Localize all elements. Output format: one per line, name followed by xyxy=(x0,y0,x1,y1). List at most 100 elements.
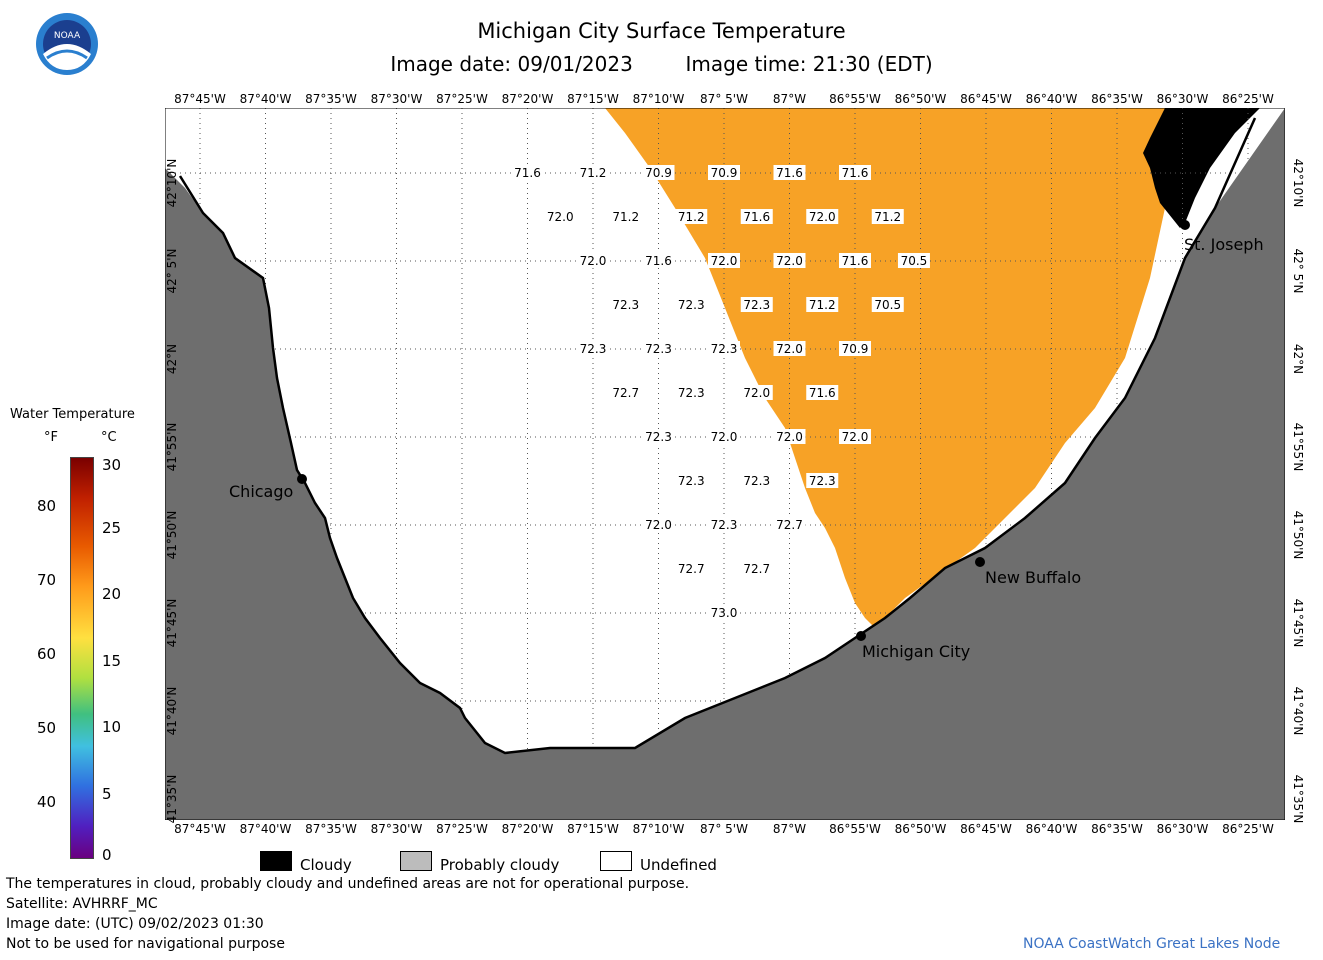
lon-label-top: 86°55'W xyxy=(829,92,881,106)
lat-label-right: 41°45'N xyxy=(1291,598,1305,648)
land-west xyxy=(165,108,1285,820)
svg-text:72.0: 72.0 xyxy=(645,518,672,532)
temperature-label: 72.0 xyxy=(708,253,740,268)
svg-text:72.0: 72.0 xyxy=(776,430,803,444)
lon-label-top: 87°45'W xyxy=(174,92,226,106)
colorbar-tick-c: 25 xyxy=(102,519,122,537)
svg-text:72.7: 72.7 xyxy=(678,562,705,576)
lon-label-top: 86°40'W xyxy=(1025,92,1078,106)
temperature-label: 72.3 xyxy=(675,473,708,488)
lon-label-bottom: 86°30'W xyxy=(1156,822,1209,836)
svg-text:70.9: 70.9 xyxy=(645,166,672,180)
lat-label-left: 42°N xyxy=(165,343,179,375)
svg-text:73.0: 73.0 xyxy=(711,606,738,620)
lon-label-top: 87°15'W xyxy=(567,92,619,106)
temperature-label: 72.7 xyxy=(675,561,708,576)
temperature-label: 72.3 xyxy=(740,297,773,312)
svg-text:72.3: 72.3 xyxy=(645,430,672,444)
colorbar-tick-c: 0 xyxy=(102,846,112,864)
temperature-label: 72.0 xyxy=(839,429,871,444)
svg-text:72.3: 72.3 xyxy=(678,298,705,312)
temperature-label: 73.0 xyxy=(708,605,740,620)
noaa-logo-text: NOAA xyxy=(54,31,81,41)
temperature-label: 72.3 xyxy=(642,429,675,444)
water-temperature-area xyxy=(605,108,1175,628)
svg-text:72.7: 72.7 xyxy=(776,518,803,532)
svg-text:71.2: 71.2 xyxy=(612,210,639,224)
lat-label-right: 41°35'N xyxy=(1291,774,1305,824)
lon-label-bottom: 86°35'W xyxy=(1091,822,1143,836)
footer-note: The temperatures in cloud, probably clou… xyxy=(6,876,690,892)
lat-label-left: 42° 5'N xyxy=(165,248,179,294)
temperature-label: 72.0 xyxy=(708,429,740,444)
temperature-label: 71.2 xyxy=(806,297,839,312)
svg-text:72.3: 72.3 xyxy=(711,518,738,532)
temperature-label: 70.5 xyxy=(871,297,904,312)
lat-label-right: 42°N xyxy=(1291,343,1305,375)
colorbar xyxy=(70,457,94,859)
lat-label-right: 41°40'N xyxy=(1291,686,1305,736)
temperature-label: 72.3 xyxy=(806,473,839,488)
temperature-label: 72.0 xyxy=(806,209,839,224)
svg-text:71.6: 71.6 xyxy=(514,166,541,180)
svg-text:72.0: 72.0 xyxy=(743,386,770,400)
svg-text:72.3: 72.3 xyxy=(809,474,836,488)
colorbar-unit-c: °C xyxy=(101,430,117,445)
lon-label-top: 87°35'W xyxy=(305,92,357,106)
svg-text:71.6: 71.6 xyxy=(842,254,869,268)
svg-text:71.2: 71.2 xyxy=(809,298,836,312)
temperature-labels: 71.6 71.2 70.9 70.9 71.6 71.6 72.0 71.2 71.2 71.6… xyxy=(511,165,930,620)
cloud-area xyxy=(1143,108,1260,228)
temperature-label: 72.3 xyxy=(708,341,740,356)
lon-label-top: 86°45'W xyxy=(960,92,1012,106)
lon-label-top: 87°30'W xyxy=(370,92,423,106)
svg-text:71.6: 71.6 xyxy=(842,166,869,180)
temperature-label: 72.3 xyxy=(708,517,740,532)
svg-text:71.2: 71.2 xyxy=(678,210,705,224)
city-label-chicago: Chicago xyxy=(229,482,294,501)
lon-label-bottom: 86°25'W xyxy=(1222,822,1274,836)
colorbar-tick-c: 5 xyxy=(102,785,112,803)
temperature-label: 72.0 xyxy=(642,517,675,532)
temperature-label: 72.0 xyxy=(773,253,806,268)
temperature-label: 72.7 xyxy=(609,385,642,400)
svg-text:72.7: 72.7 xyxy=(612,386,639,400)
lon-label-top: 86°30'W xyxy=(1156,92,1209,106)
svg-text:72.3: 72.3 xyxy=(678,386,705,400)
temperature-label: 72.0 xyxy=(740,385,773,400)
svg-text:71.6: 71.6 xyxy=(743,210,770,224)
temperature-label: 72.7 xyxy=(740,561,773,576)
lon-label-bottom: 87°15'W xyxy=(567,822,619,836)
svg-text:72.3: 72.3 xyxy=(711,342,738,356)
lon-label-bottom: 87°25'W xyxy=(436,822,488,836)
temperature-label: 72.3 xyxy=(740,473,773,488)
colorbar-tick-f: 60 xyxy=(37,645,57,663)
lon-label-top: 86°35'W xyxy=(1091,92,1143,106)
svg-text:72.3: 72.3 xyxy=(612,298,639,312)
temperature-label: 70.9 xyxy=(642,165,675,180)
city-label-new-buffalo: New Buffalo xyxy=(985,568,1082,587)
lat-label-right: 41°55'N xyxy=(1291,422,1305,472)
lon-label-top: 86°25'W xyxy=(1222,92,1274,106)
temperature-label: 71.6 xyxy=(511,165,544,180)
lon-label-bottom: 86°45'W xyxy=(960,822,1012,836)
temperature-label: 72.3 xyxy=(642,341,675,356)
city-label-michigan-city: Michigan City xyxy=(862,642,971,661)
svg-text:72.3: 72.3 xyxy=(645,342,672,356)
colorbar-tick-c: 15 xyxy=(102,652,122,670)
lon-label-bottom: 87°20'W xyxy=(501,822,554,836)
legend-undefined-label: Undefined xyxy=(640,856,717,874)
svg-text:72.0: 72.0 xyxy=(547,210,574,224)
svg-text:72.3: 72.3 xyxy=(580,342,607,356)
colorbar-title: Water Temperature xyxy=(10,407,135,422)
temperature-label: 72.3 xyxy=(577,341,609,356)
svg-text:70.9: 70.9 xyxy=(842,342,869,356)
temperature-label: 71.6 xyxy=(839,165,871,180)
lon-label-top: 87° 5'W xyxy=(700,92,748,106)
svg-text:72.0: 72.0 xyxy=(809,210,836,224)
colorbar-tick-c: 10 xyxy=(102,718,122,736)
lon-label-bottom: 87° 5'W xyxy=(700,822,748,836)
lon-label-bottom: 87°30'W xyxy=(370,822,423,836)
lon-label-top: 87°10'W xyxy=(632,92,685,106)
svg-text:72.0: 72.0 xyxy=(776,254,803,268)
